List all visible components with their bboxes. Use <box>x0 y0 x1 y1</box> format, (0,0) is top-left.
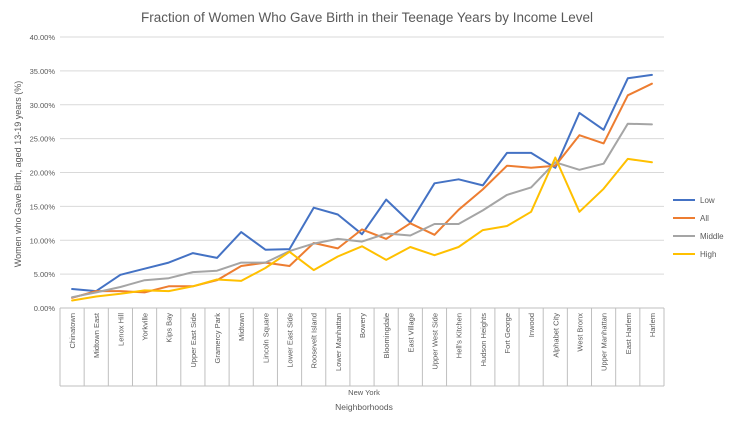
x-tick-label: East Harlem <box>624 313 633 354</box>
x-tick-label: Midtown <box>237 313 246 341</box>
x-tick-label: Gramercy Park <box>213 313 222 364</box>
chart-title: Fraction of Women Who Gave Birth in thei… <box>141 10 593 25</box>
x-tick-label: Bowery <box>358 313 367 338</box>
x-group-label: New York <box>348 388 380 397</box>
legend-label-low: Low <box>700 196 715 205</box>
legend-label-middle: Middle <box>700 232 724 241</box>
y-tick-label: 5.00% <box>34 270 56 279</box>
y-tick-label: 0.00% <box>34 304 56 313</box>
x-tick-label: Inwood <box>527 313 536 337</box>
x-tick-label: Hudson Heights <box>479 313 488 367</box>
y-tick-label: 30.00% <box>30 101 56 110</box>
x-tick-label: West Bronx <box>575 313 584 352</box>
y-tick-label: 15.00% <box>30 202 56 211</box>
x-tick-label: Bloomingdale <box>382 313 391 358</box>
x-tick-label: Midtown East <box>92 312 101 358</box>
x-tick-label: Lower Manhattan <box>334 313 343 371</box>
series-line-middle <box>71 122 653 299</box>
series-line-high <box>71 156 653 302</box>
x-tick-label: Alphabet City <box>551 313 560 358</box>
x-tick-label: East Village <box>406 313 415 352</box>
x-tick-label: Upper East Side <box>189 313 198 368</box>
x-tick-label: Upper West Side <box>430 313 439 370</box>
x-tick-label: Chinatown <box>68 313 77 348</box>
y-tick-label: 10.00% <box>30 236 56 245</box>
series-line-low <box>71 73 653 293</box>
y-tick-label: 40.00% <box>30 33 56 42</box>
x-tick-label: Hell's Kitchen <box>455 313 464 358</box>
legend-label-all: All <box>700 214 709 223</box>
x-axis-label: Neighborhoods <box>335 402 393 412</box>
legend-label-high: High <box>700 250 716 259</box>
y-tick-label: 25.00% <box>30 135 56 144</box>
x-tick-label: Lenox Hill <box>116 313 125 346</box>
x-tick-label: Roosevelt Island <box>310 313 319 368</box>
x-tick-label: Harlem <box>648 313 657 337</box>
y-tick-label: 35.00% <box>30 67 56 76</box>
y-tick-label: 20.00% <box>30 169 56 178</box>
x-tick-label: Upper Manhattan <box>600 313 609 371</box>
x-tick-label: Yorkville <box>141 313 150 341</box>
y-axis-label: Women who Gave Birth, aged 13-19 years (… <box>13 81 23 267</box>
x-tick-label: Fort George <box>503 313 512 353</box>
x-tick-label: Kips Bay <box>165 313 174 343</box>
x-tick-label: Lincoln Square <box>261 313 270 363</box>
x-tick-label: Lower East Side <box>286 313 295 368</box>
series-line-all <box>71 82 653 299</box>
